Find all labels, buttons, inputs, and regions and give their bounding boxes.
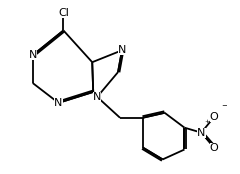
Text: N: N bbox=[54, 98, 63, 108]
Text: $^+$: $^+$ bbox=[203, 118, 210, 127]
Text: N: N bbox=[93, 92, 101, 102]
Text: O: O bbox=[210, 143, 219, 153]
Text: O: O bbox=[210, 112, 219, 122]
Text: N: N bbox=[118, 45, 126, 55]
Text: $^-$: $^-$ bbox=[220, 103, 229, 113]
Text: N: N bbox=[29, 50, 37, 60]
Text: N: N bbox=[197, 128, 205, 138]
Text: Cl: Cl bbox=[58, 8, 69, 18]
